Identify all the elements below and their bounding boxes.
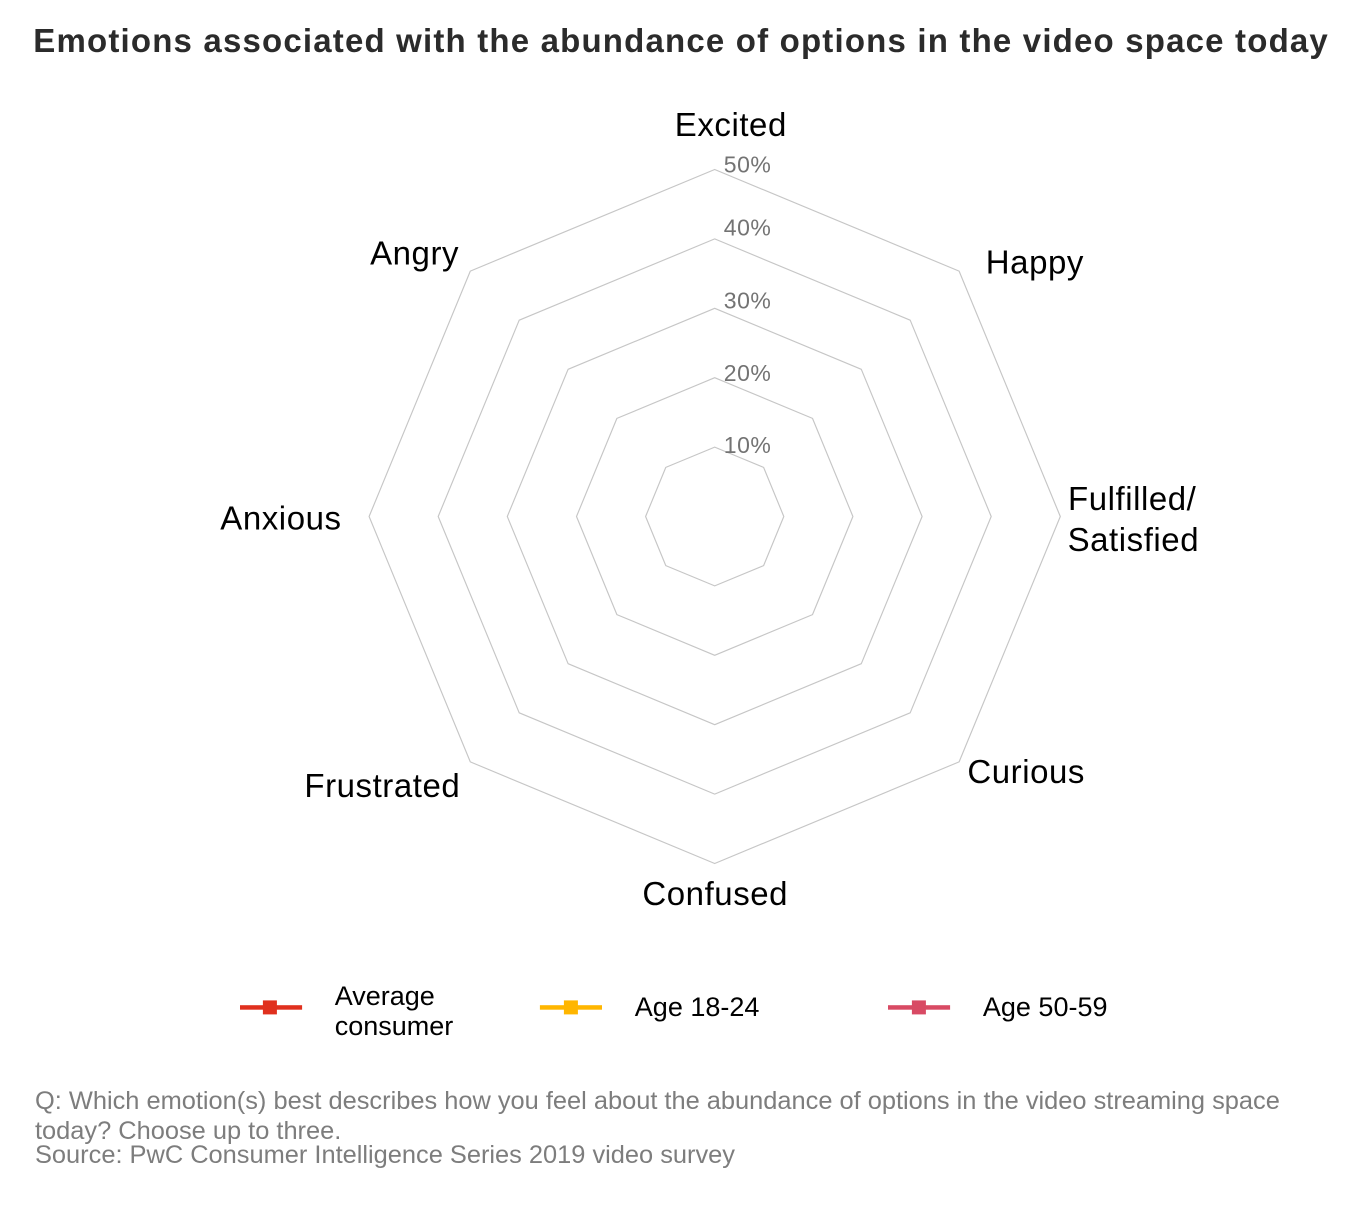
svg-text:30%: 30%: [724, 288, 772, 314]
svg-text:Satisfied: Satisfied: [1068, 521, 1200, 558]
svg-text:Source: PwC Consumer Intellige: Source: PwC Consumer Intelligence Series…: [35, 1141, 735, 1169]
svg-text:consumer: consumer: [335, 1011, 454, 1041]
svg-text:Age 18-24: Age 18-24: [635, 992, 760, 1022]
svg-text:10%: 10%: [724, 432, 772, 458]
svg-text:Excited: Excited: [675, 106, 787, 143]
svg-text:Emotions associated with the a: Emotions associated with the abundance o…: [33, 22, 1329, 59]
svg-text:today? Choose up to three.: today? Choose up to three.: [35, 1117, 341, 1145]
svg-text:Frustrated: Frustrated: [304, 767, 460, 804]
svg-text:Angry: Angry: [370, 234, 459, 271]
svg-text:Confused: Confused: [642, 875, 788, 912]
svg-text:Q: Which emotion(s) best descr: Q: Which emotion(s) best describes how y…: [35, 1087, 1280, 1115]
svg-text:Curious: Curious: [967, 753, 1085, 790]
svg-text:40%: 40%: [724, 215, 772, 241]
svg-text:Average: Average: [335, 981, 435, 1011]
svg-text:50%: 50%: [724, 151, 772, 177]
svg-text:20%: 20%: [724, 360, 772, 386]
svg-text:Age 50-59: Age 50-59: [983, 992, 1108, 1022]
svg-text:Anxious: Anxious: [220, 499, 341, 536]
svg-text:Happy: Happy: [986, 244, 1084, 281]
svg-text:Fulfilled/: Fulfilled/: [1068, 480, 1197, 517]
